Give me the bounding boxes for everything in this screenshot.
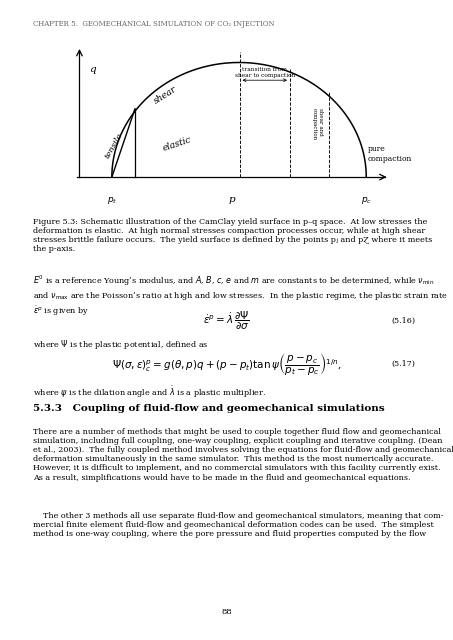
Text: where $\Psi$ is the plastic potential, defined as: where $\Psi$ is the plastic potential, d… <box>33 338 209 351</box>
Text: There are a number of methods that might be used to couple together fluid flow a: There are a number of methods that might… <box>33 428 453 481</box>
Text: tensile: tensile <box>104 131 125 160</box>
Text: transition from
shear to compaction: transition from shear to compaction <box>235 67 295 78</box>
Text: The other 3 methods all use separate fluid-flow and geomechanical simulators, me: The other 3 methods all use separate flu… <box>33 512 443 538</box>
Text: $p_c$: $p_c$ <box>361 195 372 206</box>
Text: q: q <box>89 65 95 74</box>
Text: $\Psi(\sigma,\varepsilon)_c^p = g(\theta,p)q + (p - p_t)\tan\psi\left(\dfrac{p -: $\Psi(\sigma,\varepsilon)_c^p = g(\theta… <box>111 351 342 376</box>
Text: 5.3.3   Coupling of fluid-flow and geomechanical simulations: 5.3.3 Coupling of fluid-flow and geomech… <box>33 404 385 413</box>
Text: $p_t$: $p_t$ <box>106 195 117 206</box>
Text: shear: shear <box>152 84 178 106</box>
Text: shear and
compaction: shear and compaction <box>312 109 323 141</box>
Text: $\dot{\varepsilon}^p = \dot{\lambda}\,\dfrac{\partial\Psi}{\partial\sigma}$: $\dot{\varepsilon}^p = \dot{\lambda}\,\d… <box>203 310 250 332</box>
Text: CHAPTER 5.  GEOMECHANICAL SIMULATION OF CO₂ INJECTION: CHAPTER 5. GEOMECHANICAL SIMULATION OF C… <box>33 20 275 28</box>
Text: $E^0$ is a reference Young’s modulus, and $A$, $B$, $c$, $e$ and $m$ are constan: $E^0$ is a reference Young’s modulus, an… <box>33 274 448 318</box>
Text: pure
compaction: pure compaction <box>367 145 412 163</box>
Text: where $\psi$ is the dilation angle and $\dot{\lambda}$ is a plastic multiplier.: where $\psi$ is the dilation angle and $… <box>33 384 266 400</box>
Text: elastic: elastic <box>161 136 192 153</box>
Text: p: p <box>229 195 236 204</box>
Text: 88: 88 <box>221 608 232 616</box>
Text: Figure 5.3: Schematic illustration of the CamClay yield surface in p–q space.  A: Figure 5.3: Schematic illustration of th… <box>33 218 432 253</box>
Text: (5.16): (5.16) <box>392 317 416 325</box>
Text: (5.17): (5.17) <box>392 360 416 367</box>
